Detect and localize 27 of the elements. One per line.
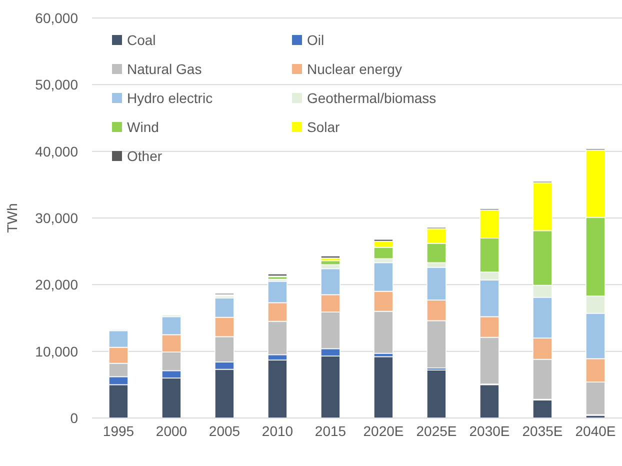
y-tick-label: 20,000 — [35, 276, 78, 293]
y-tick-label: 30,000 — [35, 210, 78, 226]
y-tick-label: 50,000 — [35, 76, 78, 93]
legend-label: Wind — [127, 118, 159, 135]
y-tick-label: 10,000 — [35, 343, 78, 360]
legend-label: Coal — [127, 32, 156, 48]
legend-label: Natural Gas — [127, 61, 202, 78]
x-tick-label: 2010 — [262, 422, 294, 439]
x-tick-label: 2035E — [522, 422, 563, 439]
legend-label: Oil — [307, 32, 324, 48]
legend-label: Nuclear energy — [307, 61, 402, 78]
legend-label: Hydro electric — [127, 90, 213, 106]
x-tick-label: 2000 — [156, 422, 188, 439]
legend-label: Geothermal/biomass — [307, 90, 436, 106]
legend-label: Solar — [307, 118, 340, 135]
x-tick-label: 2025E — [416, 422, 457, 439]
y-tick-label: 60,000 — [35, 10, 78, 26]
x-tick-label: 2030E — [469, 422, 510, 439]
legend-label: Other — [127, 148, 162, 164]
y-axis-title: TWh — [4, 203, 20, 233]
x-tick-label: 2020E — [363, 422, 404, 439]
x-tick-label: 1995 — [102, 422, 134, 439]
y-tick-label: 0 — [70, 410, 78, 426]
x-tick-label: 2015 — [314, 422, 346, 439]
y-tick-label: 40,000 — [35, 143, 78, 160]
x-tick-label: 2040E — [575, 422, 616, 439]
x-tick-label: 2005 — [208, 422, 240, 439]
